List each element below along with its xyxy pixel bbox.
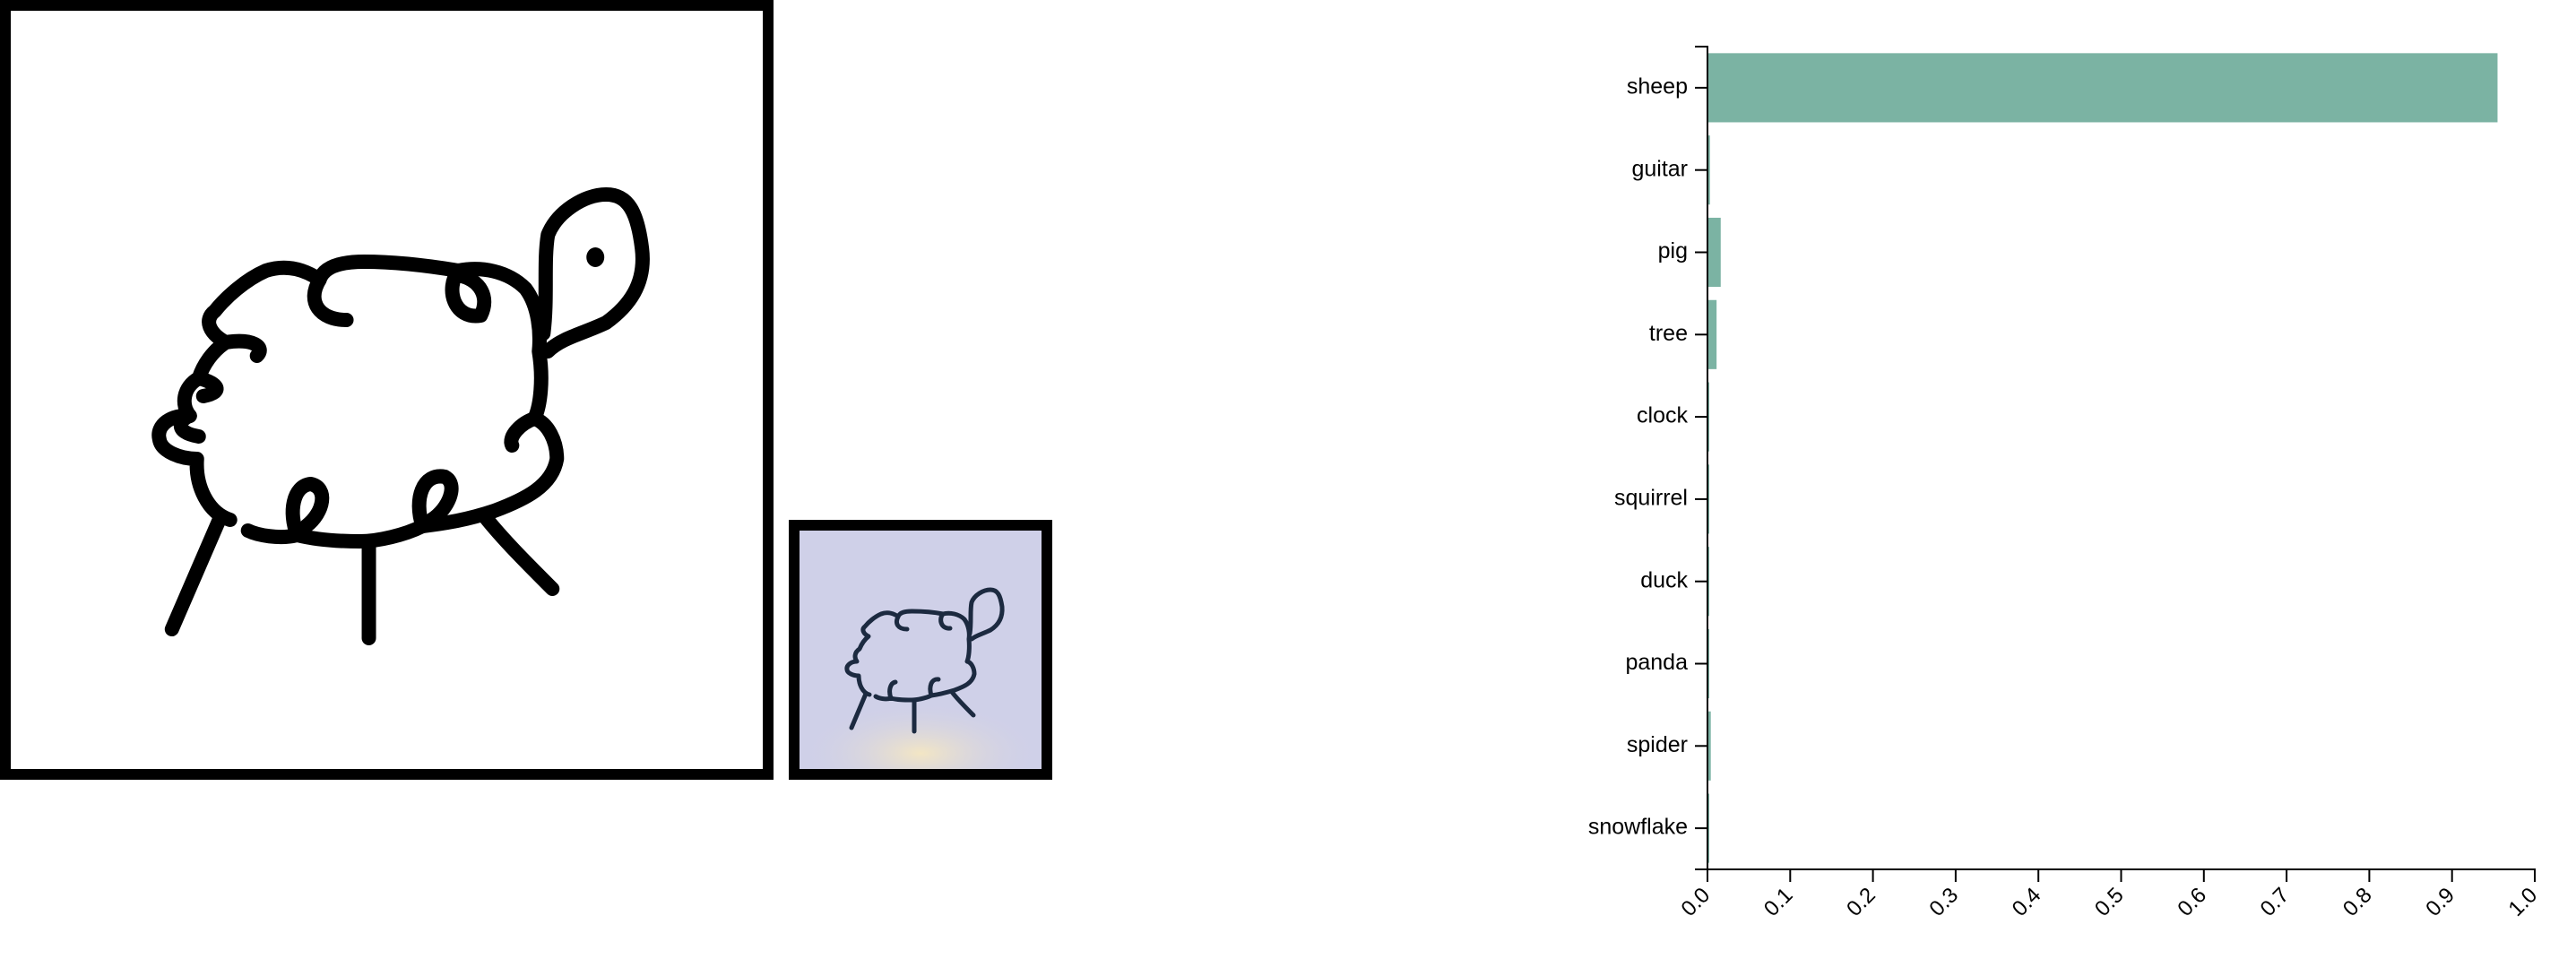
preview-thumbnail (789, 520, 1052, 780)
y-tick-label-snowflake: snowflake (1588, 815, 1688, 840)
y-tick-label-squirrel: squirrel (1614, 486, 1688, 511)
bar-tree (1707, 299, 1717, 369)
bar-pig (1707, 217, 1721, 288)
y-tick-label-sheep: sheep (1627, 74, 1688, 99)
x-tick-label-0.1: 0.1 (1759, 883, 1798, 921)
bar-spider (1707, 711, 1711, 781)
sheep-sketch (151, 187, 650, 645)
drawing-canvas[interactable] (0, 0, 774, 780)
x-tick-label-0.9: 0.9 (2421, 883, 2459, 921)
y-tick-label-guitar: guitar (1631, 156, 1688, 181)
x-tick-label-0.6: 0.6 (2173, 883, 2211, 921)
prediction-chart: sheep guitar pig tree clock squirrel duck panda… (1524, 0, 2576, 959)
bar-chart-svg: sheep guitar pig tree clock squirrel duck panda… (1588, 46, 2543, 921)
y-tick-label-tree: tree (1649, 321, 1688, 346)
x-tick-label-0.4: 0.4 (2008, 883, 2046, 921)
sheep-preview-image (800, 531, 1042, 769)
y-tick-label-duck: duck (1640, 567, 1688, 592)
x-tick-label-1.0: 1.0 (2504, 883, 2543, 921)
y-tick-label-panda: panda (1625, 650, 1688, 675)
bar-guitar (1707, 135, 1710, 205)
y-tick-label-pig: pig (1658, 238, 1688, 264)
x-tick-label-0.8: 0.8 (2338, 883, 2377, 921)
y-axis (1695, 46, 1708, 870)
x-tick-label-0.7: 0.7 (2256, 883, 2295, 921)
x-tick-label-0.3: 0.3 (1924, 883, 1963, 921)
bar-sheep (1707, 53, 2498, 123)
x-tick-label-0.0: 0.0 (1677, 883, 1716, 921)
x-tick-label-0.2: 0.2 (1842, 883, 1880, 921)
y-tick-label-spider: spider (1627, 732, 1688, 757)
x-tick-label-0.5: 0.5 (2090, 883, 2129, 921)
y-tick-label-clock: clock (1637, 403, 1688, 428)
